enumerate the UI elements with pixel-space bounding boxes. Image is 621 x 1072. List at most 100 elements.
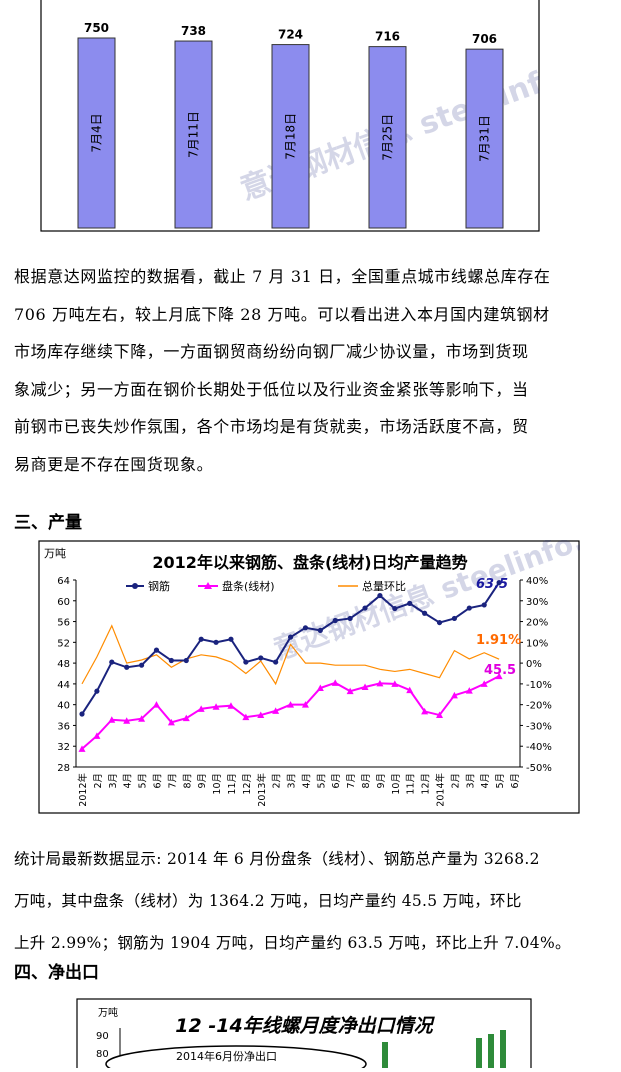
rebar-point	[407, 600, 413, 606]
bar-category-label: 7月18日	[284, 113, 298, 160]
legend-marker-wire	[204, 582, 212, 589]
wire-point	[212, 703, 220, 710]
x-tick-label: 2月	[450, 773, 461, 789]
x-tick-label: 12月	[242, 773, 253, 795]
inset-callout-label: 2014年6月份净出口	[176, 1049, 277, 1063]
x-tick-label: 6月	[331, 773, 342, 789]
y-tick-label: 64	[57, 576, 70, 587]
x-tick-label: 6月	[510, 773, 521, 789]
x-tick-label: 2014年	[435, 773, 447, 807]
bar-value-label: 716	[375, 30, 400, 44]
bar-category-label: 7月4日	[90, 113, 104, 152]
section-title-production: 三、产量	[14, 513, 82, 533]
y2-tick-label: -30%	[526, 721, 552, 732]
rebar-point	[436, 619, 443, 626]
wire-point	[123, 717, 131, 724]
y2-tick-label: 0%	[526, 659, 542, 670]
y-tick-label: 28	[57, 763, 70, 774]
y-tick-label: 48	[57, 659, 70, 670]
wire-point	[316, 684, 324, 692]
x-tick-label: 8月	[361, 773, 372, 789]
y-axis-unit: 万吨	[98, 1006, 118, 1019]
bar	[77, 37, 116, 229]
chart-title: 12 -14年线螺月度净出口情况	[175, 1015, 435, 1037]
legend-label-mom: 总量环比	[362, 579, 406, 593]
bar-category-label: 7月31日	[478, 115, 492, 162]
paragraph-line: 706 万吨左右，较上月底下降 28 万吨。可以看出进入本月国内建筑钢材	[14, 304, 550, 324]
wire-point	[301, 701, 309, 708]
x-tick-label: 10月	[212, 773, 223, 795]
wire-point	[152, 701, 160, 708]
rebar-point	[183, 657, 189, 664]
x-tick-label: 3月	[108, 773, 119, 789]
bar	[500, 1030, 506, 1068]
x-tick-label: 4月	[480, 773, 491, 789]
rebar-point	[228, 636, 234, 642]
rebar-point	[198, 636, 204, 642]
rebar-point	[377, 592, 383, 599]
rebar-point	[302, 625, 309, 631]
x-tick-label: 5月	[316, 773, 327, 789]
y2-tick-label: 40%	[526, 576, 548, 587]
rebar-point	[153, 647, 160, 653]
bar	[271, 44, 310, 229]
bar	[465, 48, 504, 229]
paragraph-line: 前钢市已丧失炒作氛围，各个市场均是有货就卖，市场活跃度不高，贸	[14, 417, 529, 437]
y-tick-label: 40	[57, 701, 70, 712]
rebar-point	[496, 579, 502, 586]
net-export-chart-svg: 万吨 12 -14年线螺月度净出口情况 90 80 2014年6月份净出口	[76, 998, 532, 1072]
wire-point	[242, 713, 250, 721]
rebar-point	[273, 659, 279, 665]
rebar-point	[138, 662, 145, 668]
wire-point	[272, 707, 280, 714]
x-tick-label: 7月	[167, 773, 178, 789]
bar-value-label: 750	[84, 21, 109, 35]
wire-last-value-label: 45.5	[484, 663, 516, 678]
wire-point	[197, 705, 205, 712]
chart-title: 2012年以来钢筋、盘条(线材)日均产量趋势	[152, 553, 467, 572]
mom-last-value-label: 1.91%	[476, 633, 521, 648]
paragraph-line: 根据意达网监控的数据看，截止 7 月 31 日，全国重点城市线螺总库存在	[14, 267, 551, 286]
rebar-point	[451, 615, 458, 622]
rebar-point	[243, 659, 249, 665]
y2-tick-label: -10%	[526, 680, 552, 691]
wire-point	[182, 714, 190, 722]
wire-point	[406, 686, 414, 694]
y2-tick-label: 10%	[526, 638, 548, 649]
x-tick-label: 6月	[152, 773, 163, 789]
x-tick-label: 2012年	[77, 773, 89, 807]
bar	[476, 1038, 482, 1068]
y2-tick-label: 30%	[526, 597, 548, 608]
bar	[174, 40, 213, 229]
bar	[368, 46, 407, 229]
wire-point	[480, 680, 488, 687]
rebar-point	[168, 657, 174, 664]
y-tick-label: 56	[57, 618, 70, 629]
y2-tick-label: -20%	[526, 701, 552, 712]
rebar-point	[317, 627, 323, 633]
x-tick-label: 4月	[301, 773, 312, 789]
wire-point	[421, 707, 429, 715]
net-export-chart: 万吨 12 -14年线螺月度净出口情况 90 80 2014年6月份净出口	[76, 998, 532, 1072]
rebar-point	[362, 605, 368, 611]
x-tick-label: 2月	[272, 773, 283, 789]
wire-point	[93, 732, 101, 739]
wire-point	[391, 680, 399, 687]
wire-point	[331, 679, 339, 686]
x-tick-label: 8月	[182, 773, 193, 789]
rebar-point	[213, 639, 219, 645]
bar-value-label: 706	[472, 32, 497, 46]
y-tick-label: 80	[96, 1049, 109, 1060]
rebar-point	[392, 605, 398, 612]
wire-point	[287, 701, 295, 708]
x-tick-label: 3月	[287, 773, 298, 789]
bar	[488, 1034, 494, 1068]
x-tick-label: 9月	[197, 773, 208, 789]
y-tick-label: 90	[96, 1031, 109, 1042]
y2-tick-label: -40%	[526, 742, 552, 753]
x-tick-label: 11月	[406, 773, 417, 795]
section-title-net-export: 四、净出口	[14, 963, 99, 983]
x-tick-label: 4月	[123, 773, 134, 789]
bar	[382, 1042, 388, 1068]
wire-point	[257, 711, 265, 719]
